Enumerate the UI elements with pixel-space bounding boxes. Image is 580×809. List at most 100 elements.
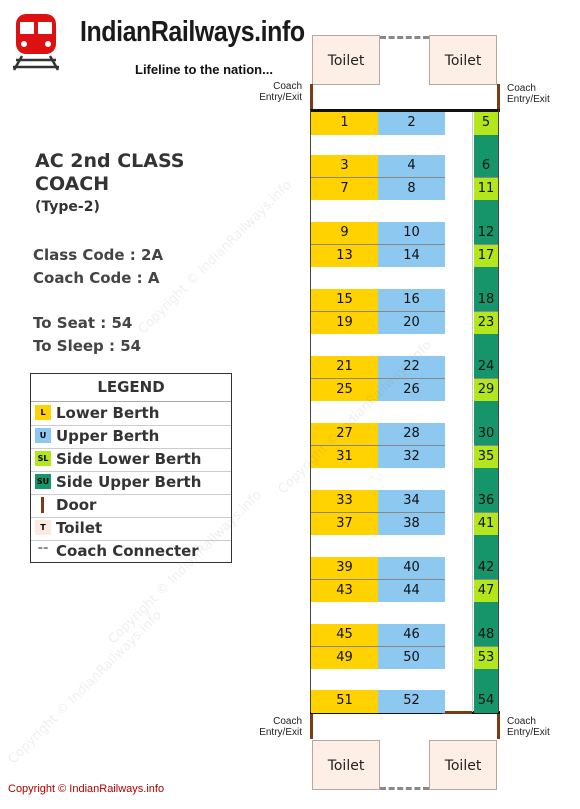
lower-berth: 49 — [311, 646, 378, 669]
side-upper-berth: 12 — [474, 222, 498, 245]
side-upper-berth: 36 — [474, 490, 498, 513]
legend-label: Coach Connecter — [56, 542, 199, 560]
coach-wall-right — [498, 110, 499, 712]
class-code: Class Code : 2A — [33, 246, 164, 264]
legend-item-side-lower-berth: SL Side Lower Berth — [31, 448, 231, 472]
upper-berth: 38 — [378, 512, 445, 535]
upper-berth: 44 — [378, 579, 445, 602]
inner-door-bottom — [442, 711, 472, 714]
side-lower-berth: 29 — [474, 378, 498, 401]
upper-berth: 50 — [378, 646, 445, 669]
side-lower-berth: 11 — [474, 177, 498, 200]
upper-berth: 32 — [378, 445, 445, 468]
lower-berth: 43 — [311, 579, 378, 602]
lower-berth: 21 — [311, 356, 378, 379]
entry-line2: Entry/Exit — [259, 92, 302, 103]
upper-berth: 10 — [378, 222, 445, 245]
legend-item-coach-connecter: -- Coach Connecter — [31, 540, 231, 563]
upper-berth: 14 — [378, 244, 445, 267]
coach-title-line2: COACH — [35, 173, 110, 195]
lower-berth: 27 — [311, 423, 378, 446]
side-lower-berth: 23 — [474, 311, 498, 334]
entry-label-bottom-right: Coach Entry/Exit — [507, 716, 567, 738]
coach-title-line1: AC 2nd CLASS — [35, 150, 185, 172]
coach-connector-bottom — [380, 787, 429, 790]
legend: LEGEND L Lower Berth U Upper Berth SL Si… — [30, 373, 232, 563]
upper-berth: 28 — [378, 423, 445, 446]
upper-berth: 8 — [378, 177, 445, 200]
side-upper-berth-swatch: SU — [35, 474, 51, 489]
legend-label: Upper Berth — [56, 427, 160, 445]
legend-label: Lower Berth — [56, 404, 160, 422]
lower-berth: 37 — [311, 512, 378, 535]
entry-line1: Coach — [273, 716, 302, 727]
upper-berth-swatch: U — [35, 428, 51, 443]
upper-berth: 22 — [378, 356, 445, 379]
legend-label: Side Lower Berth — [56, 450, 202, 468]
coach-connecter-icon: -- — [37, 541, 49, 556]
side-upper-berth: 42 — [474, 557, 498, 580]
lower-berth: 25 — [311, 378, 378, 401]
entry-label-bottom-left: Coach Entry/Exit — [248, 716, 302, 738]
coach-wall-left — [310, 110, 311, 712]
lower-berth: 33 — [311, 490, 378, 513]
side-upper-berth-strip — [474, 334, 498, 356]
legend-item-lower-berth: L Lower Berth — [31, 402, 231, 426]
door-top-left — [310, 84, 313, 110]
coach-code: Coach Code : A — [33, 269, 160, 287]
legend-label: Side Upper Berth — [56, 473, 202, 491]
to-seat: To Seat : 54 — [33, 314, 133, 332]
lower-berth: 19 — [311, 311, 378, 334]
legend-title: LEGEND — [31, 374, 231, 402]
upper-berth: 20 — [378, 311, 445, 334]
side-upper-berth-strip — [474, 602, 498, 624]
lower-berth: 3 — [311, 155, 378, 178]
side-upper-berth: 18 — [474, 289, 498, 312]
entry-line1: Coach — [507, 83, 536, 94]
toilet-bottom-right: Toilet — [429, 740, 497, 790]
upper-berth: 40 — [378, 557, 445, 580]
side-upper-berth-strip — [474, 133, 498, 155]
lower-berth: 1 — [311, 112, 378, 135]
upper-berth: 34 — [378, 490, 445, 513]
legend-item-upper-berth: U Upper Berth — [31, 425, 231, 449]
entry-line2: Entry/Exit — [507, 94, 550, 105]
upper-berth: 4 — [378, 155, 445, 178]
upper-berth: 26 — [378, 378, 445, 401]
entry-line2: Entry/Exit — [507, 727, 550, 738]
lower-berth: 13 — [311, 244, 378, 267]
side-lower-berth: 5 — [474, 112, 498, 135]
coach-connector-top — [380, 36, 429, 39]
side-upper-berth: 54 — [474, 690, 498, 713]
side-upper-berth-strip — [474, 468, 498, 490]
coach-wall-bottom — [310, 711, 500, 714]
legend-item-side-upper-berth: SU Side Upper Berth — [31, 471, 231, 495]
upper-berth: 2 — [378, 112, 445, 135]
side-lower-berth: 53 — [474, 646, 498, 669]
coach-wall-top — [310, 109, 500, 112]
upper-berth: 16 — [378, 289, 445, 312]
lower-berth: 7 — [311, 177, 378, 200]
upper-berth: 46 — [378, 624, 445, 647]
site-title: IndianRailways.info — [80, 16, 305, 48]
side-lower-berth: 47 — [474, 579, 498, 602]
coach-title: AC 2nd CLASS COACH — [35, 150, 185, 196]
side-lower-berth: 41 — [474, 512, 498, 535]
toilet-swatch: T — [35, 520, 51, 535]
upper-berth: 52 — [378, 690, 445, 713]
lower-berth: 31 — [311, 445, 378, 468]
toilet-top-left: Toilet — [312, 35, 380, 85]
entry-line1: Coach — [273, 81, 302, 92]
side-upper-berth-strip — [474, 401, 498, 423]
side-upper-berth-strip — [474, 267, 498, 289]
legend-label: Toilet — [56, 519, 103, 537]
lower-berth: 15 — [311, 289, 378, 312]
tagline: Lifeline to the nation... — [135, 62, 273, 77]
lower-berth: 39 — [311, 557, 378, 580]
door-icon — [41, 497, 44, 513]
toilet-top-right: Toilet — [429, 35, 497, 85]
side-upper-berth-strip — [474, 535, 498, 557]
side-upper-berth-strip — [474, 200, 498, 222]
